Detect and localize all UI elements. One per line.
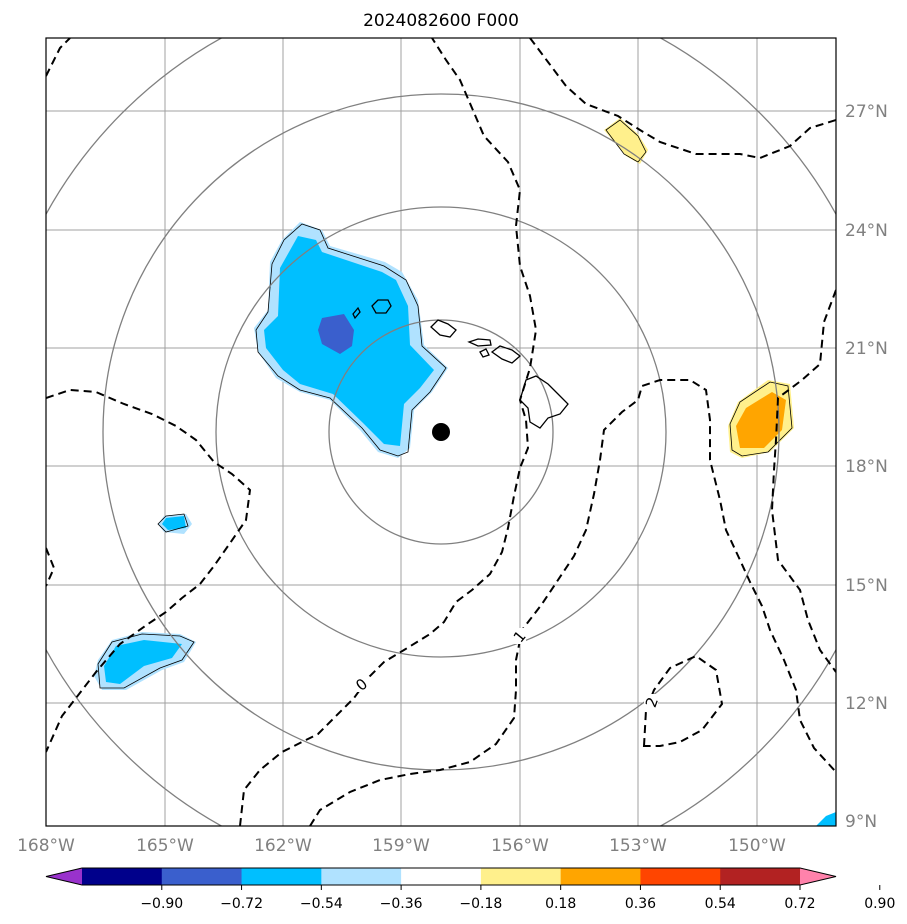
figure-title: 2024082600 F000: [363, 11, 519, 31]
range-ring-2: [215, 206, 667, 658]
island-kauai: [371, 299, 392, 314]
contour-labels: 0 1 2: [352, 627, 662, 710]
colorbar-bin-5: [401, 868, 482, 885]
negative-area-dark: [318, 314, 354, 354]
lon-label-165w: 165°W: [136, 836, 194, 856]
colorbar: −0.90 −0.72 −0.54 −0.36 −0.18 0.18 0.36 0.54 0.7…: [45, 867, 895, 912]
contour-west: [46, 388, 252, 753]
colorbar-tick-label: 0.54: [705, 896, 736, 912]
colorbar-tick-label: 0.36: [625, 896, 656, 912]
colorbar-labels: −0.90 −0.72 −0.54 −0.36 −0.18 0.18 0.36 0.54 0.7…: [140, 896, 895, 912]
colorbar-tick-label: −0.36: [380, 896, 423, 912]
lon-label-162w: 162°W: [254, 836, 312, 856]
island-lanai: [479, 348, 490, 358]
negative-area-sw: [104, 640, 182, 684]
colorbar-bin-2: [161, 868, 243, 885]
lat-label-15n: 15°N: [845, 576, 888, 596]
contour-label-bg-0: [354, 676, 368, 692]
colorbar-extension-low: [46, 868, 82, 885]
lat-label-12n: 12°N: [845, 694, 888, 714]
colorbar-ticks: [161, 885, 881, 890]
lon-label-156w: 156°W: [491, 836, 549, 856]
lat-label-21n: 21°N: [845, 339, 888, 359]
colorbar-tick-label: −0.72: [220, 896, 263, 912]
colorbar-bin-3: [241, 868, 322, 885]
lon-label-153w: 153°W: [609, 836, 667, 856]
colorbar-bin-1: [82, 868, 163, 885]
colorbar-bin-6: [480, 868, 562, 885]
island-niihau: [352, 306, 361, 320]
map-frame: [45, 37, 837, 827]
contour-label-bg-2: [644, 694, 658, 710]
contour-2: [642, 654, 724, 747]
contour-left-edge: [46, 547, 56, 587]
outline-small: [157, 513, 189, 533]
colorbar-bin-8: [640, 868, 721, 885]
outline-east: [729, 381, 793, 457]
colorbar-tick-label: −0.90: [140, 896, 183, 912]
colorbar-swatches: [45, 867, 837, 886]
colorbar-tick-label: −0.18: [459, 896, 502, 912]
lat-label-9n: 9°N: [845, 812, 877, 832]
contour-north: [529, 38, 836, 160]
lat-label-24n: 24°N: [845, 221, 888, 241]
island-hawaii: [519, 375, 569, 429]
contour-nw: [46, 38, 71, 77]
colorbar-extension-high: [800, 868, 836, 885]
colorbar-tick-label: 0.90: [864, 896, 895, 912]
negative-area-corner: [816, 812, 836, 826]
contour-0: [239, 38, 538, 826]
colorbar-tick-label: 0.18: [545, 896, 576, 912]
colorbar-bin-7: [560, 868, 641, 885]
dashed-contours: [46, 38, 836, 826]
positive-area-ne: [604, 118, 648, 164]
map-panel: 0 1 2 168°W 165°W 162°W 159°W 156°W 153°…: [17, 37, 888, 856]
colorbar-bin-4: [321, 868, 402, 885]
shading-outlines: [97, 119, 793, 689]
colorbar-outline: [45, 867, 837, 886]
longitude-labels: 168°W 165°W 162°W 159°W 156°W 153°W 150°…: [17, 836, 786, 856]
coastlines: [352, 299, 569, 429]
contour-1-west: [309, 379, 836, 826]
island-maui: [490, 345, 522, 364]
lat-label-18n: 18°N: [845, 457, 888, 477]
negative-area-small-inner: [162, 516, 186, 530]
lon-label-168w: 168°W: [17, 836, 75, 856]
outline-main: [255, 223, 447, 457]
colorbar-bin-9: [720, 868, 801, 885]
positive-area-east: [736, 392, 786, 448]
island-molokai: [467, 338, 492, 347]
island-oahu: [430, 319, 457, 338]
outline-ne: [605, 119, 647, 163]
lon-label-159w: 159°W: [372, 836, 430, 856]
storm-center-marker: [432, 423, 450, 441]
range-ring-1: [328, 319, 554, 545]
latitude-labels: 27°N 24°N 21°N 18°N 15°N 12°N 9°N: [845, 102, 888, 832]
colorbar-tick-label: −0.54: [300, 896, 343, 912]
shading-field: [94, 118, 836, 826]
lat-label-27n: 27°N: [845, 102, 888, 122]
lon-label-150w: 150°W: [728, 836, 786, 856]
contour-1: [770, 289, 836, 673]
contour-label-bg-1: [512, 628, 526, 644]
colorbar-tick-label: 0.72: [784, 896, 815, 912]
